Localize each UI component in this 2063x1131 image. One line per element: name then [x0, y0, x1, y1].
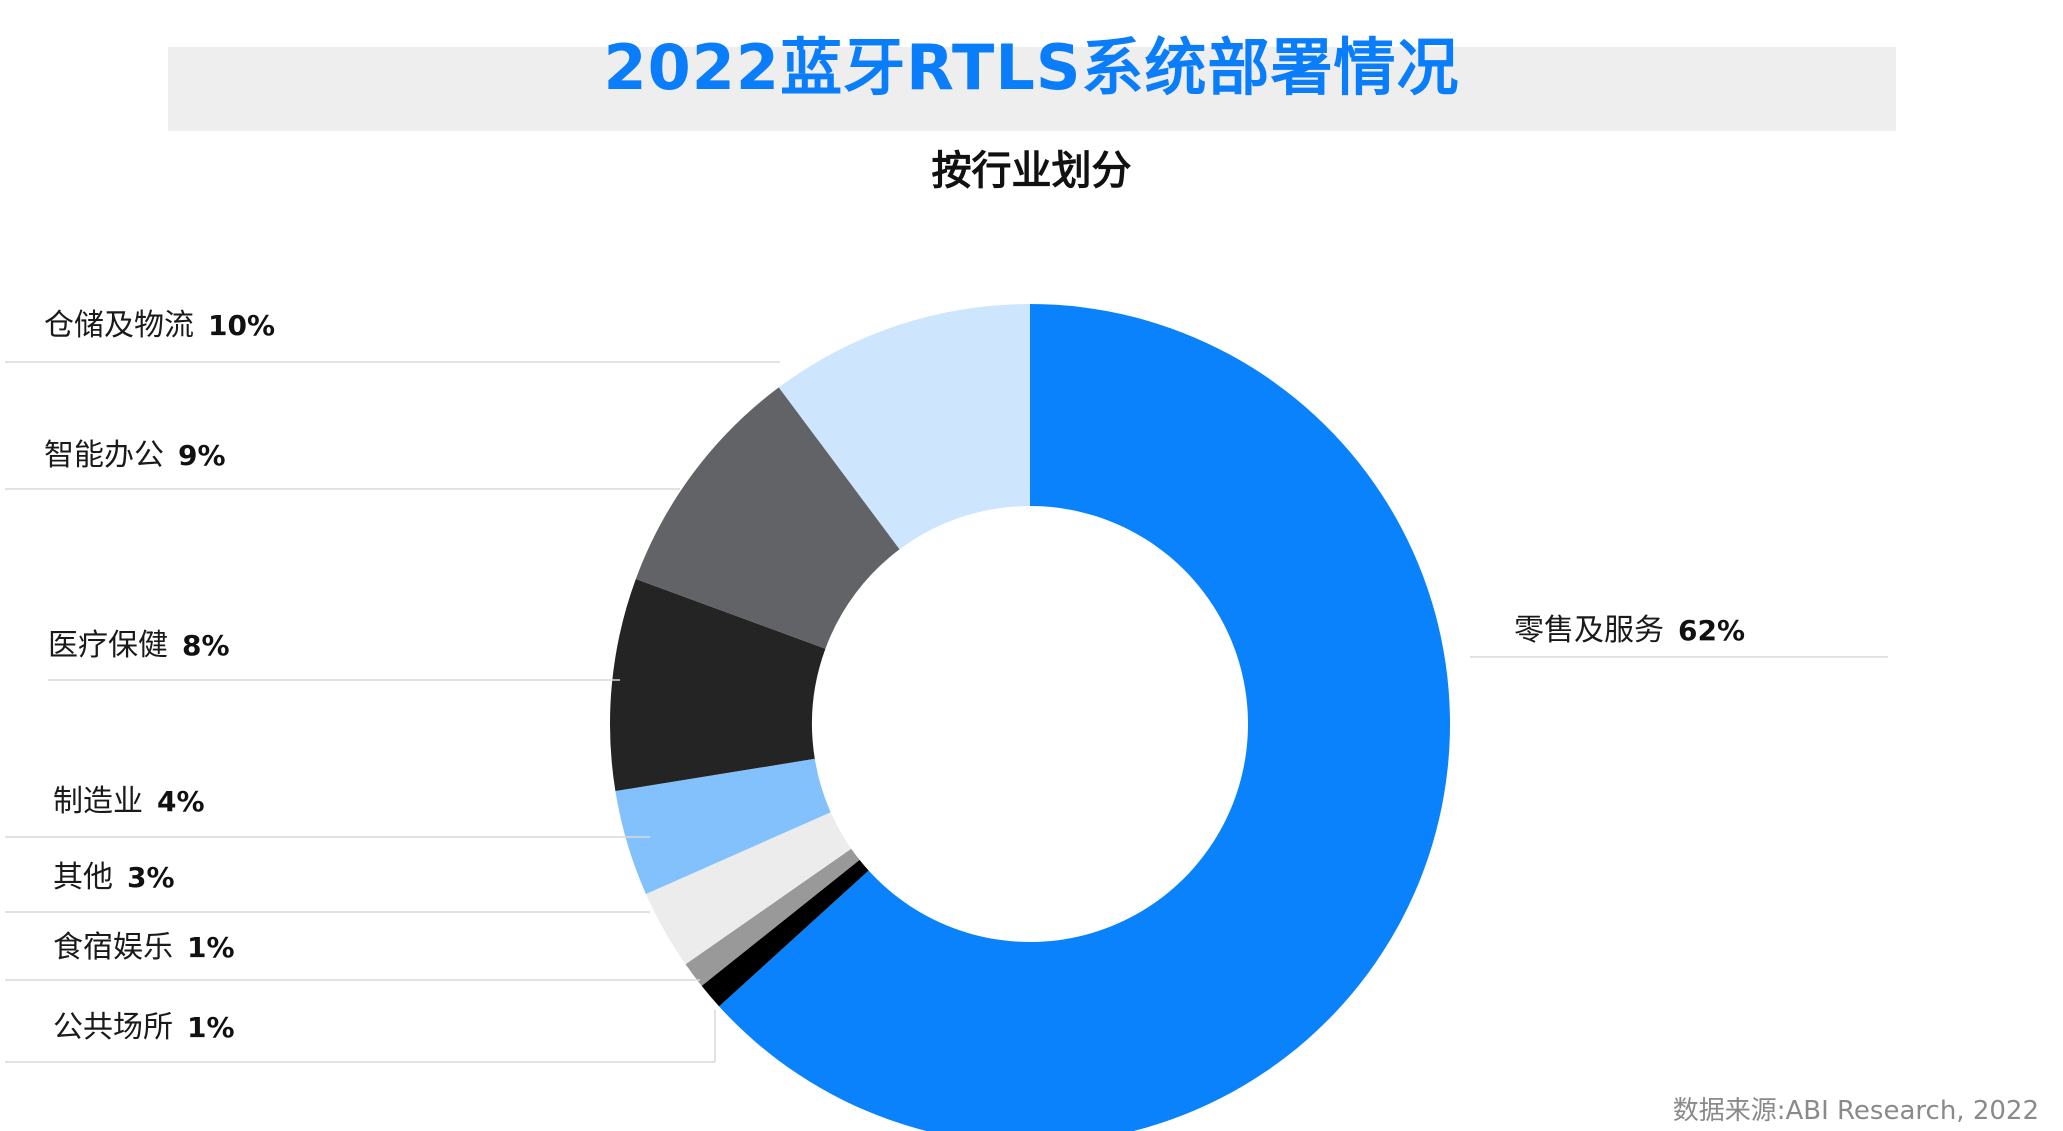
slice-label-3: 其他 3%	[53, 860, 175, 895]
slice-7	[778, 304, 1030, 550]
slice-label-name-2: 食宿娱乐	[53, 930, 173, 965]
slice-label-name-6: 智能办公	[44, 438, 164, 473]
chart-subtitle: 按行业划分	[931, 148, 1132, 194]
slice-4	[615, 758, 831, 895]
slice-3	[645, 812, 852, 965]
slice-label-7: 仓储及物流 10%	[44, 308, 275, 343]
slice-label-0: 零售及服务 62%	[1514, 613, 1745, 648]
slice-5	[610, 578, 826, 792]
slice-1	[701, 859, 869, 1007]
slice-6	[635, 387, 900, 649]
donut-slices	[610, 304, 1450, 1131]
slice-label-name-3: 其他	[53, 860, 113, 895]
slice-label-4: 制造业 4%	[53, 784, 205, 819]
slice-label-5: 医疗保健 8%	[48, 628, 230, 663]
slice-label-value-4: 4%	[157, 785, 205, 818]
slice-labels: 零售及服务 62% 公共场所 1% 食宿娱乐 1% 其他 3% 制造业 4% 医疗保健 8% 智能办公 9…	[44, 308, 1745, 1045]
slice-label-value-5: 8%	[182, 629, 230, 662]
slice-label-value-6: 9%	[178, 439, 226, 472]
slice-label-name-1: 公共场所	[53, 1010, 173, 1045]
slice-label-value-7: 10%	[208, 309, 275, 342]
slice-label-value-1: 1%	[187, 1011, 235, 1044]
slice-label-value-3: 3%	[127, 861, 175, 894]
slice-label-value-0: 62%	[1678, 614, 1745, 647]
source-note: 数据来源:ABI Research, 2022	[1672, 1096, 2039, 1126]
slice-label-name-0: 零售及服务	[1514, 613, 1664, 648]
chart-title: 2022蓝牙RTLS系统部署情况	[603, 31, 1460, 104]
slice-label-name-5: 医疗保健	[48, 628, 168, 663]
slice-label-value-2: 1%	[187, 931, 235, 964]
slice-0	[719, 304, 1450, 1131]
slice-label-name-7: 仓储及物流	[44, 308, 194, 343]
title-band	[168, 47, 1896, 131]
label-leader-lines	[5, 361, 1888, 1063]
slice-label-6: 智能办公 9%	[44, 438, 226, 473]
slice-label-name-4: 制造业	[53, 784, 143, 819]
slice-label-1: 公共场所 1%	[53, 1010, 235, 1045]
slice-label-2: 食宿娱乐 1%	[53, 930, 235, 965]
slice-2	[685, 848, 860, 986]
